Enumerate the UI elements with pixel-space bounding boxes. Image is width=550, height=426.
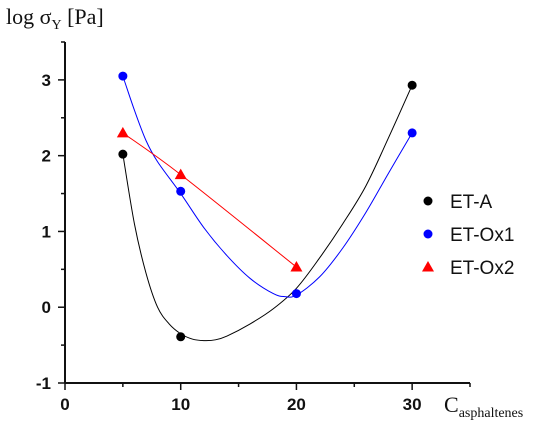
y-tick-label: -1 bbox=[36, 374, 51, 393]
legend-marker-et-ox1 bbox=[423, 229, 433, 239]
y-tick-label: 2 bbox=[42, 147, 51, 166]
axis-titles: log σY [Pa] Casphaltenes bbox=[6, 4, 523, 421]
data-point-et-ox1 bbox=[118, 71, 128, 81]
data-point-et-ox2 bbox=[174, 168, 187, 180]
x-tick-label: 20 bbox=[287, 395, 306, 414]
data-point-et-a bbox=[118, 149, 128, 159]
x-axis-title: Casphaltenes bbox=[444, 392, 523, 421]
legend-marker-et-a bbox=[423, 196, 433, 206]
y-tick-label: 1 bbox=[42, 222, 51, 241]
x-tick-label: 30 bbox=[403, 395, 422, 414]
data-point-et-a bbox=[407, 80, 417, 90]
y-tick-label: 0 bbox=[42, 298, 51, 317]
x-tick-label: 0 bbox=[60, 395, 69, 414]
data-point-et-ox1 bbox=[176, 186, 186, 196]
legend-label-et-ox2: ET-Ox2 bbox=[450, 258, 514, 279]
data-point-et-ox2 bbox=[116, 126, 129, 138]
legend-label-et-ox1: ET-Ox1 bbox=[450, 225, 514, 246]
data-point-et-ox2 bbox=[290, 261, 303, 272]
data-point-et-ox1 bbox=[407, 128, 417, 138]
data-point-et-a bbox=[176, 332, 186, 342]
fit-curve-et-a bbox=[122, 84, 413, 342]
axes: 0 10 20 30 -1 0 1 2 3 bbox=[36, 41, 471, 414]
legend: ET-A ET-Ox1 ET-Ox2 bbox=[422, 192, 514, 279]
legend-label-et-a: ET-A bbox=[450, 192, 493, 213]
y-axis-title: log σY [Pa] bbox=[6, 4, 104, 33]
x-tick-label: 10 bbox=[171, 395, 190, 414]
fit-curves bbox=[122, 75, 413, 342]
legend-marker-et-ox2 bbox=[422, 261, 434, 272]
data-markers bbox=[116, 71, 417, 342]
data-point-et-ox1 bbox=[291, 289, 301, 299]
fit-curve-et-ox1 bbox=[122, 75, 413, 298]
fit-curve-et-ox2 bbox=[122, 132, 297, 268]
y-tick-label: 3 bbox=[42, 71, 51, 90]
